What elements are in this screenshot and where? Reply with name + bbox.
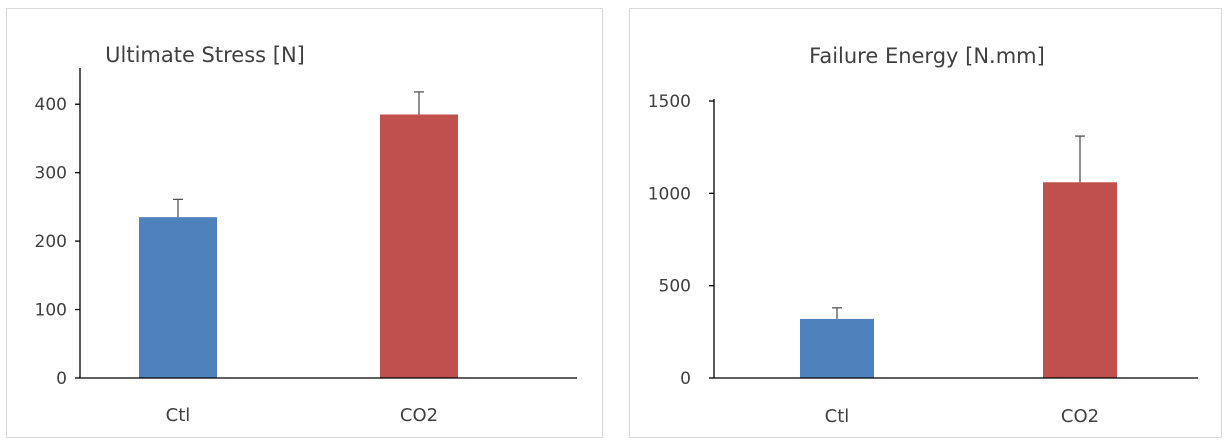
category-label-co2: CO2 bbox=[400, 405, 438, 426]
bar-co2 bbox=[1043, 182, 1117, 378]
bar-co2 bbox=[380, 114, 458, 378]
category-label-ctl: Ctl bbox=[166, 405, 191, 426]
y-tick-label: 500 bbox=[659, 277, 691, 297]
y-tick-label: 400 bbox=[35, 95, 67, 115]
chart-panel-ultimate-stress: Ultimate Stress [N] 0 100 200 300 400 Ctl CO2 bbox=[6, 8, 603, 438]
y-tick-label: 0 bbox=[56, 369, 67, 389]
y-tick-label: 300 bbox=[35, 164, 67, 184]
y-tick-label: 100 bbox=[35, 301, 67, 321]
y-tick-label: 0 bbox=[680, 369, 691, 389]
y-tick-label: 1000 bbox=[648, 184, 691, 204]
chart-failure-energy: Failure Energy [N.mm] 0 500 1000 1500 Ctl CO2 bbox=[648, 44, 1198, 427]
chart-title: Ultimate Stress [N] bbox=[105, 43, 305, 67]
chart-title: Failure Energy [N.mm] bbox=[809, 44, 1045, 68]
y-tick-label: 1500 bbox=[648, 92, 691, 112]
category-label-co2: CO2 bbox=[1061, 406, 1099, 427]
bar-ctl bbox=[139, 217, 217, 378]
chart-ultimate-stress: Ultimate Stress [N] 0 100 200 300 400 Ctl CO2 bbox=[35, 43, 577, 426]
bar-ctl bbox=[800, 318, 874, 378]
chart-panel-failure-energy: Failure Energy [N.mm] 0 500 1000 1500 Ctl CO2 bbox=[629, 8, 1222, 438]
y-tick-label: 200 bbox=[35, 232, 67, 252]
category-label-ctl: Ctl bbox=[825, 406, 850, 427]
